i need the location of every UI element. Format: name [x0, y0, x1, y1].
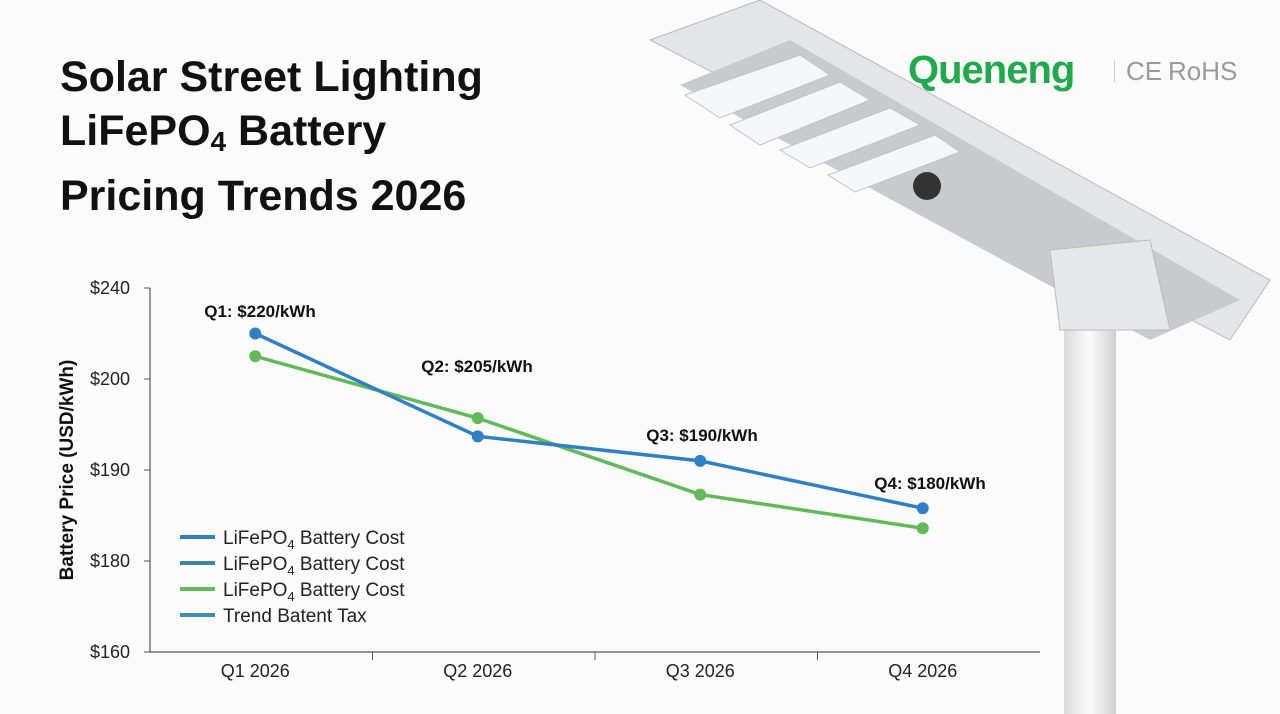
logo-divider	[1114, 60, 1115, 82]
legend-label: Trend Batent Tax	[223, 606, 367, 627]
data-label: Q2: $205/kWh	[421, 357, 533, 376]
data-point	[249, 327, 262, 340]
x-tick-label: Q1 2026	[221, 661, 290, 681]
series-line	[254, 354, 924, 530]
x-tick-label: Q2 2026	[443, 661, 512, 681]
data-label: Q1: $220/kWh	[204, 302, 316, 321]
data-point	[471, 430, 484, 443]
y-tick-label: $240	[90, 278, 130, 298]
y-tick-label: $200	[90, 369, 130, 389]
data-point	[694, 454, 707, 467]
data-label: Q3: $190/kWh	[646, 426, 758, 445]
data-label: Q4: $180/kWh	[874, 474, 986, 493]
x-tick-label: Q3 2026	[666, 661, 735, 681]
x-tick-label: Q4 2026	[888, 661, 957, 681]
ce-mark: CE	[1126, 56, 1163, 86]
legend-label: LiFePO4 Battery Cost	[223, 528, 405, 552]
data-point	[249, 350, 262, 363]
data-point	[916, 502, 929, 515]
y-tick-label: $190	[90, 460, 130, 480]
brand-logo: Queneng	[908, 48, 1075, 92]
data-point	[471, 412, 484, 425]
data-point	[694, 488, 707, 501]
legend-label: LiFePO4 Battery Cost	[223, 554, 405, 578]
y-tick-label: $160	[90, 642, 130, 662]
legend-label: LiFePO4 Battery Cost	[223, 580, 405, 604]
y-axis-label: Battery Price (USD/kWh)	[57, 360, 78, 581]
series-line	[254, 331, 924, 510]
page-title: Solar Street Lighting LiFePO4 Battery Pric…	[60, 53, 483, 220]
data-point	[916, 522, 929, 535]
rohs-mark: RoHS	[1168, 56, 1238, 86]
y-tick-label: $180	[90, 551, 130, 571]
